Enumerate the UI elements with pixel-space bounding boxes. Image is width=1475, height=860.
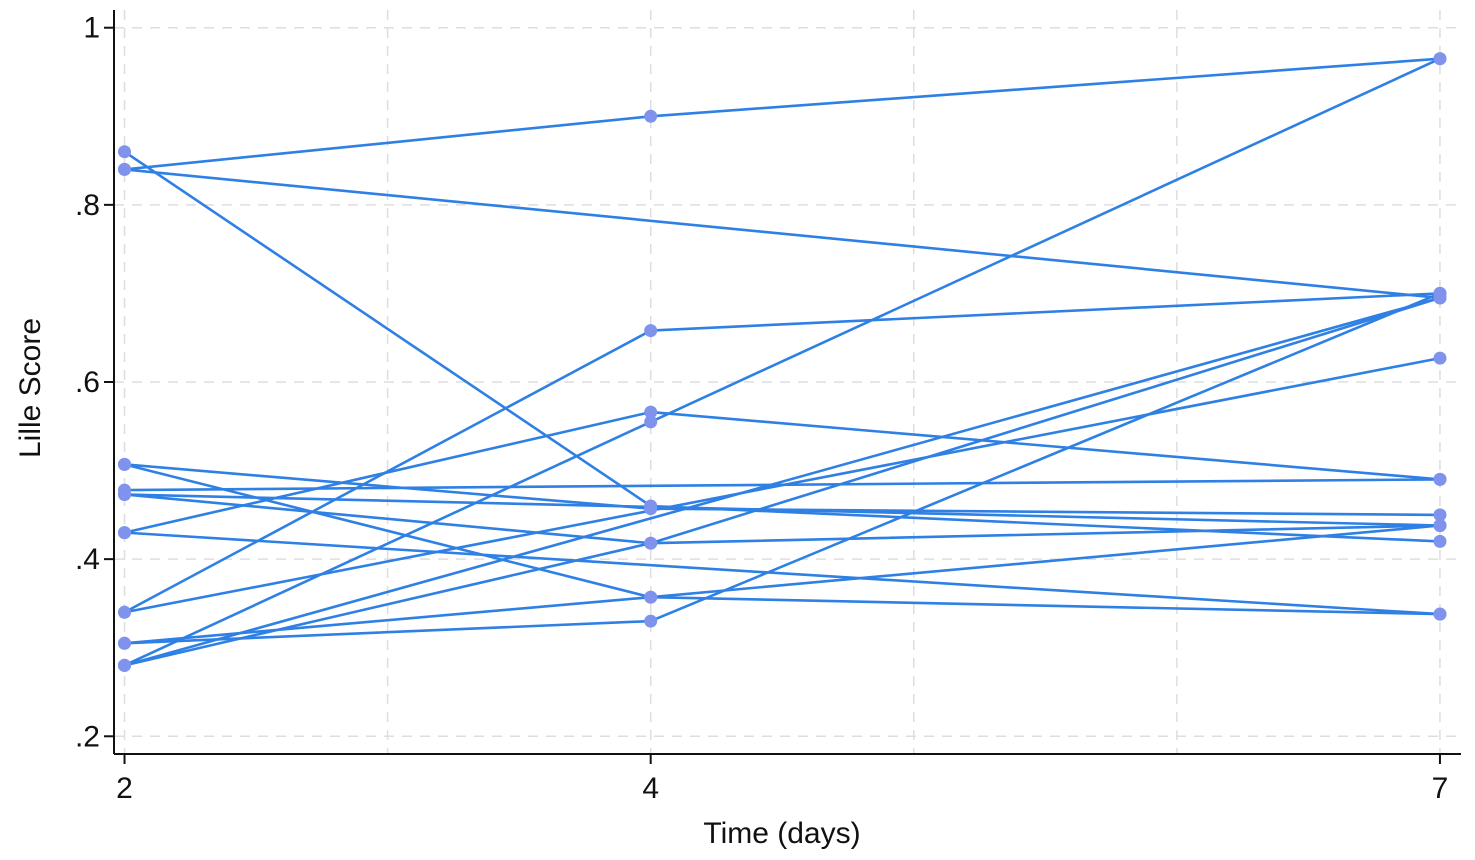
series-line-1 xyxy=(124,168,1441,300)
series-line-16 xyxy=(124,296,1441,667)
data-point-s7-x2 xyxy=(118,457,131,471)
x-tick-label-2: 7 xyxy=(1432,772,1449,805)
data-point-s0-x4 xyxy=(644,109,658,123)
data-point-s12-x2 xyxy=(118,605,131,619)
series-line-3 xyxy=(123,292,1441,614)
data-point-s15-x2 xyxy=(118,636,131,650)
data-point-s14-x4 xyxy=(644,614,658,628)
y-axis-title: Lille Score xyxy=(14,318,47,458)
x-tick-label-1: 4 xyxy=(642,772,659,805)
points-layer xyxy=(118,52,1447,672)
y-tick-label-1: .4 xyxy=(75,543,100,576)
y-tick-label-2: .6 xyxy=(75,366,100,399)
data-point-s16-x2 xyxy=(118,658,131,672)
data-point-s8-x7 xyxy=(1433,472,1447,486)
series-line-12 xyxy=(124,356,1441,614)
series-line-10 xyxy=(124,493,1441,527)
series-line-11 xyxy=(124,531,1441,616)
series-line-15 xyxy=(124,524,1441,645)
data-point-s5-x4 xyxy=(644,405,658,419)
data-point-s2-x2 xyxy=(118,145,131,159)
data-point-s4-x7 xyxy=(1433,52,1447,66)
series-line-14 xyxy=(124,292,1441,645)
data-point-s12-x7 xyxy=(1433,351,1447,365)
y-tick-label-3: .8 xyxy=(75,189,100,222)
data-point-s16-x7 xyxy=(1433,291,1447,305)
data-point-s2-x7 xyxy=(1433,534,1447,548)
data-point-s13-x4 xyxy=(644,536,658,550)
data-point-s3-x4 xyxy=(644,324,658,338)
data-point-s6-x7 xyxy=(1433,508,1447,522)
data-point-s1-x2 xyxy=(118,162,131,176)
data-point-s10-x2 xyxy=(118,488,131,501)
axes-layer: .2 .4 .6 .8 1 2 4 7 xyxy=(75,10,1461,805)
data-point-s11-x7 xyxy=(1433,607,1447,621)
data-point-s15-x7 xyxy=(1433,519,1447,532)
data-point-s4-x4 xyxy=(644,415,658,429)
y-tick-label-0: .2 xyxy=(75,720,100,753)
data-point-s6-x4 xyxy=(644,502,658,516)
x-tick-label-0: 2 xyxy=(116,772,133,805)
x-axis-title: Time (days) xyxy=(703,817,860,850)
data-point-s15-x4 xyxy=(644,590,658,604)
grid-layer xyxy=(114,10,1461,754)
y-tick-label-4: 1 xyxy=(83,12,100,45)
series-line-0 xyxy=(124,57,1441,171)
data-point-s11-x2 xyxy=(118,526,131,540)
series-layer xyxy=(123,57,1441,667)
